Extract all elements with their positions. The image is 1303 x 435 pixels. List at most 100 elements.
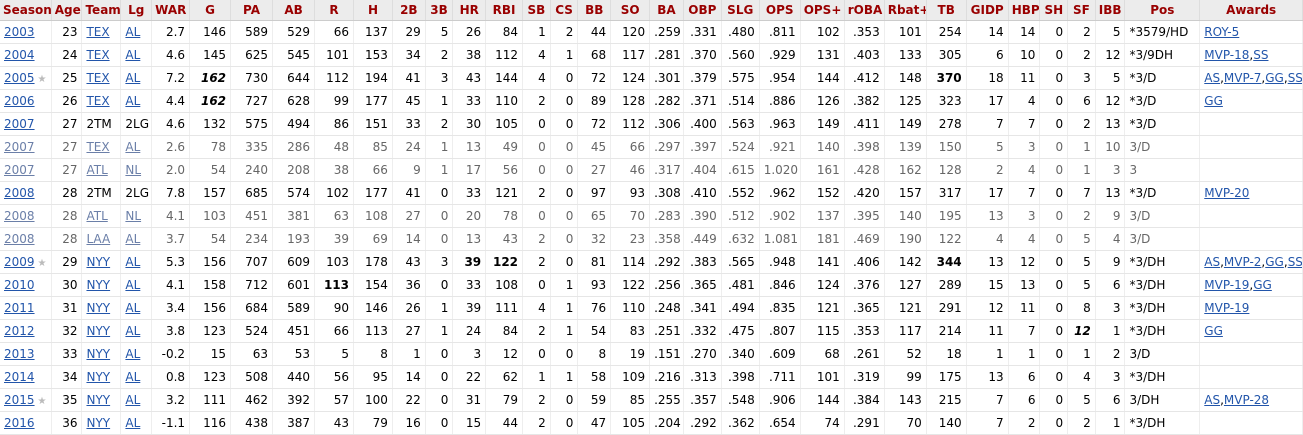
column-header-h[interactable]: H: [353, 0, 393, 21]
award-link[interactable]: SS: [1287, 255, 1303, 269]
season-link[interactable]: 2016: [4, 416, 35, 430]
season-cell[interactable]: 2011: [0, 296, 52, 320]
column-header-pos[interactable]: Pos: [1124, 0, 1201, 21]
team-link[interactable]: NYY: [86, 416, 111, 430]
awards-cell[interactable]: AS,MVP-7,GG,SS: [1199, 66, 1303, 90]
award-link[interactable]: MVP-18: [1204, 48, 1250, 62]
season-link[interactable]: 2004: [4, 48, 35, 62]
lg-link[interactable]: NL: [125, 163, 142, 177]
lg-cell[interactable]: AL: [120, 20, 153, 44]
lg-link[interactable]: AL: [125, 370, 141, 384]
season-link[interactable]: 2008: [4, 209, 35, 223]
column-header-ops[interactable]: OPS: [759, 0, 801, 21]
column-header-bb[interactable]: BB: [577, 0, 612, 21]
season-cell[interactable]: 2008: [0, 227, 52, 251]
season-cell[interactable]: 2014: [0, 365, 52, 389]
lg-cell[interactable]: AL: [120, 250, 153, 274]
season-link[interactable]: 2011: [4, 301, 35, 315]
award-link[interactable]: GG: [1253, 278, 1272, 292]
column-header-r[interactable]: R: [314, 0, 354, 21]
awards-cell[interactable]: ROY-5: [1199, 20, 1303, 44]
awards-cell[interactable]: AS,MVP-28: [1199, 388, 1303, 412]
team-cell[interactable]: TEX: [81, 135, 122, 159]
season-link[interactable]: 2007: [4, 140, 35, 154]
award-link[interactable]: AS: [1204, 255, 1221, 269]
column-header-ibb[interactable]: IBB: [1095, 0, 1126, 21]
column-header-so[interactable]: SO: [610, 0, 651, 21]
column-header-sb[interactable]: SB: [522, 0, 551, 21]
season-link[interactable]: 2012: [4, 324, 35, 338]
awards-cell[interactable]: GG: [1199, 319, 1303, 343]
lg-cell[interactable]: AL: [120, 365, 153, 389]
column-header-slg[interactable]: SLG: [721, 0, 760, 21]
season-link[interactable]: 2005: [4, 71, 35, 85]
award-link[interactable]: MVP-2: [1223, 255, 1262, 269]
team-cell[interactable]: LAA: [81, 227, 122, 251]
lg-link[interactable]: AL: [125, 71, 141, 85]
team-link[interactable]: NYY: [86, 278, 111, 292]
award-link[interactable]: GG: [1204, 324, 1223, 338]
team-cell[interactable]: NYY: [81, 296, 122, 320]
season-cell[interactable]: 2005 ★: [0, 66, 52, 90]
lg-cell[interactable]: AL: [120, 342, 153, 366]
column-header-team[interactable]: Team: [81, 0, 122, 21]
team-link[interactable]: NYY: [86, 393, 111, 407]
lg-link[interactable]: AL: [125, 48, 141, 62]
awards-cell[interactable]: AS,MVP-2,GG,SS: [1199, 250, 1303, 274]
lg-link[interactable]: NL: [125, 209, 142, 223]
column-header-ops[interactable]: OPS+: [800, 0, 845, 21]
season-cell[interactable]: 2006: [0, 89, 52, 113]
team-link[interactable]: TEX: [86, 94, 110, 108]
lg-cell[interactable]: AL: [120, 319, 153, 343]
team-cell[interactable]: NYY: [81, 273, 122, 297]
season-cell[interactable]: 2007: [0, 135, 52, 159]
column-header-rbat[interactable]: Rbat+: [884, 0, 927, 21]
column-header-age[interactable]: Age: [51, 0, 83, 21]
lg-link[interactable]: AL: [125, 278, 141, 292]
season-cell[interactable]: 2007: [0, 112, 52, 136]
award-link[interactable]: AS: [1204, 393, 1221, 407]
award-link[interactable]: ROY-5: [1204, 25, 1240, 39]
award-link[interactable]: GG: [1204, 94, 1223, 108]
season-cell[interactable]: 2015 ★: [0, 388, 52, 412]
award-link[interactable]: AS: [1204, 71, 1221, 85]
lg-cell[interactable]: AL: [120, 388, 153, 412]
team-cell[interactable]: NYY: [81, 411, 122, 435]
lg-link[interactable]: AL: [125, 347, 141, 361]
season-cell[interactable]: 2013: [0, 342, 52, 366]
team-link[interactable]: ATL: [86, 163, 108, 177]
award-link[interactable]: SS: [1287, 71, 1303, 85]
team-cell[interactable]: NYY: [81, 365, 122, 389]
lg-link[interactable]: AL: [125, 416, 141, 430]
team-cell[interactable]: TEX: [81, 66, 122, 90]
column-header-gidp[interactable]: GIDP: [966, 0, 1009, 21]
column-header-lg[interactable]: Lg: [120, 0, 153, 21]
team-cell[interactable]: NYY: [81, 319, 122, 343]
team-link[interactable]: LAA: [86, 232, 111, 246]
column-header-ab[interactable]: AB: [272, 0, 316, 21]
lg-link[interactable]: AL: [125, 393, 141, 407]
season-cell[interactable]: 2016: [0, 411, 52, 435]
team-link[interactable]: NYY: [86, 301, 111, 315]
season-cell[interactable]: 2003: [0, 20, 52, 44]
lg-cell[interactable]: AL: [120, 411, 153, 435]
award-link[interactable]: MVP-20: [1204, 186, 1250, 200]
season-link[interactable]: 2013: [4, 347, 35, 361]
lg-link[interactable]: AL: [125, 255, 141, 269]
awards-cell[interactable]: GG: [1199, 89, 1303, 113]
lg-link[interactable]: AL: [125, 25, 141, 39]
season-cell[interactable]: 2012: [0, 319, 52, 343]
column-header-sh[interactable]: SH: [1039, 0, 1069, 21]
team-cell[interactable]: NYY: [81, 388, 122, 412]
team-link[interactable]: TEX: [86, 25, 110, 39]
awards-cell[interactable]: MVP-19,GG: [1199, 273, 1303, 297]
lg-cell[interactable]: AL: [120, 273, 153, 297]
column-header-cs[interactable]: CS: [550, 0, 579, 21]
award-link[interactable]: MVP-19: [1204, 301, 1250, 315]
lg-cell[interactable]: NL: [120, 158, 153, 182]
lg-cell[interactable]: AL: [120, 66, 153, 90]
team-cell[interactable]: NYY: [81, 250, 122, 274]
column-header-2b[interactable]: 2B: [392, 0, 426, 21]
season-cell[interactable]: 2010: [0, 273, 52, 297]
column-header-ba[interactable]: BA: [649, 0, 684, 21]
